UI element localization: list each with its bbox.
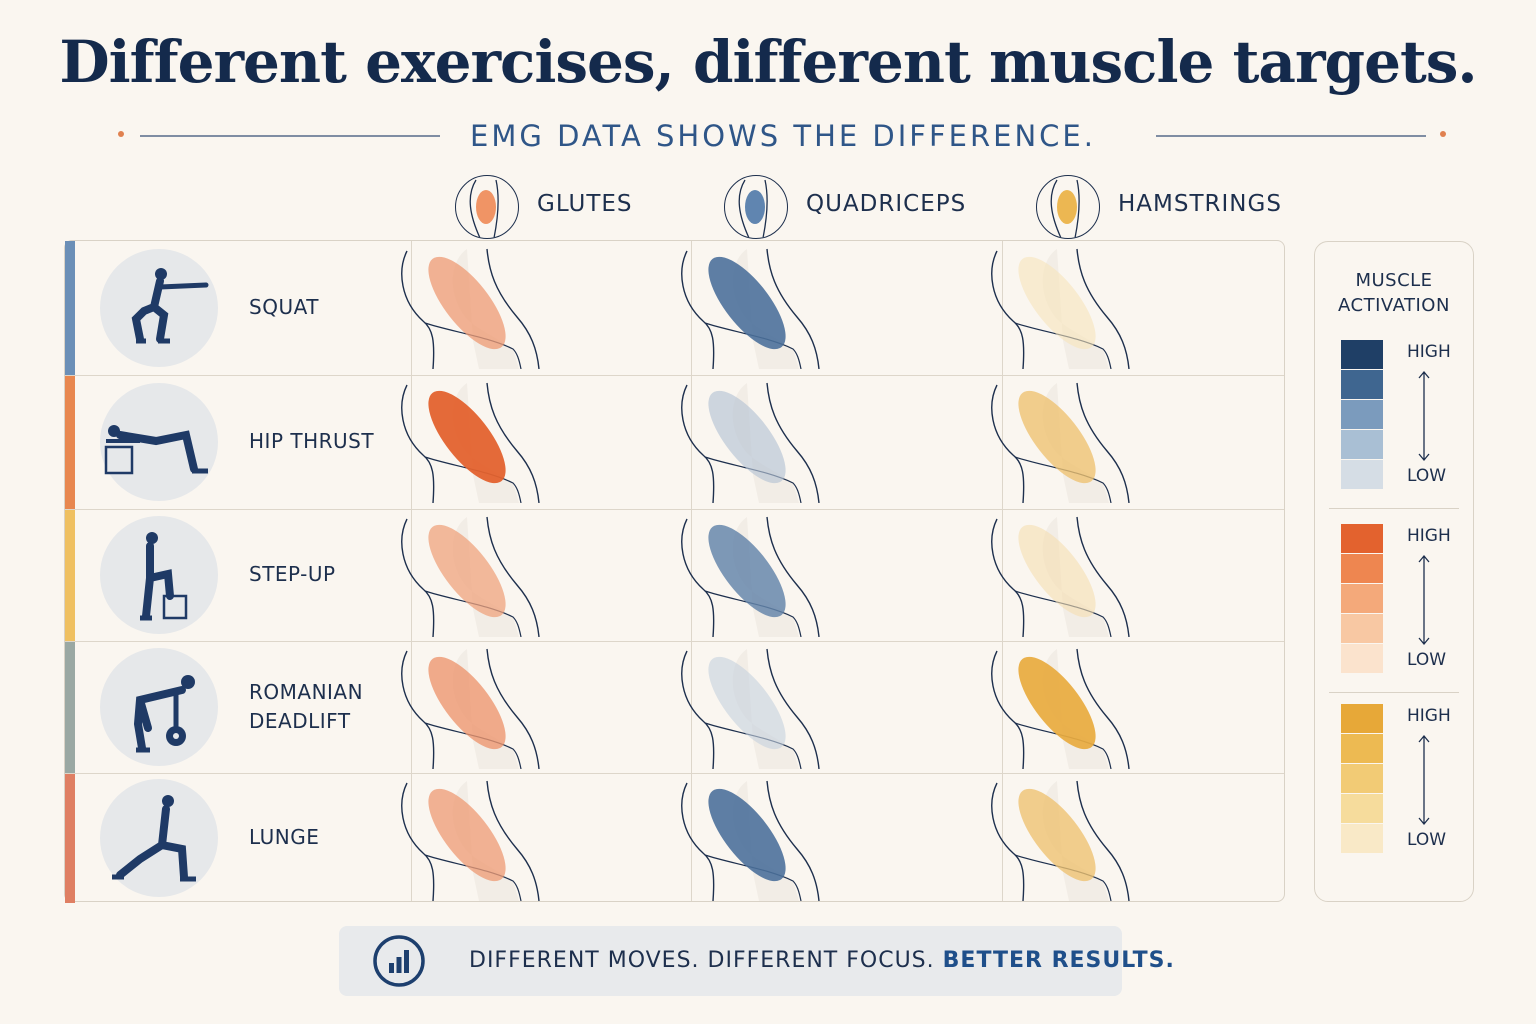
bar-chart-icon (373, 935, 425, 987)
legend-divider (1329, 508, 1459, 509)
legend-swatch (1341, 524, 1383, 553)
quadriceps-activation-cell (681, 248, 820, 369)
legend-scale: HIGH LOW (1315, 704, 1473, 856)
legend-low-label: LOW (1407, 466, 1447, 486)
glutes-activation-cell (401, 648, 540, 769)
legend-swatch (1341, 764, 1383, 793)
legend-high-label: HIGH (1407, 526, 1451, 546)
page-title: Different exercises, different muscle ta… (59, 28, 1477, 96)
grid-divider (65, 375, 1284, 376)
grid-divider (411, 241, 412, 901)
column-header-label: HAMSTRINGS (1118, 191, 1282, 217)
legend-swatch (1341, 370, 1383, 399)
row-accent-bar (65, 509, 75, 641)
divider-dot (118, 131, 124, 137)
hip-thrust-figure-icon (100, 383, 218, 501)
grid-divider (65, 773, 1284, 774)
legend-swatch (1341, 824, 1383, 853)
exercise-grid: SQUAT HIP THRUST STEP-UP ROMANIAN DEADLIFT L… (64, 240, 1286, 903)
column-header-label: GLUTES (537, 191, 633, 217)
hamstrings-activation-cell (991, 248, 1130, 369)
exercise-row: ROMANIAN DEADLIFT (65, 641, 1286, 773)
legend-swatch (1341, 554, 1383, 583)
legend-swatch (1341, 584, 1383, 613)
double-arrow-icon (1418, 734, 1430, 826)
double-arrow-icon (1418, 370, 1430, 462)
legend-high-label: HIGH (1407, 342, 1451, 362)
legend-swatch (1341, 340, 1383, 369)
legend-swatch (1341, 734, 1383, 763)
footer-text: DIFFERENT MOVES. DIFFERENT FOCUS. BETTER… (469, 926, 1175, 996)
legend-title-line1: MUSCLE (1355, 270, 1433, 291)
hamstrings-icon (1036, 175, 1100, 239)
row-accent-bar (65, 241, 75, 375)
legend-low-label: LOW (1407, 650, 1447, 670)
exercise-label: LUNGE (249, 825, 320, 849)
step-up-figure-icon (100, 516, 218, 634)
grid-divider (65, 509, 1284, 510)
legend-low-label: LOW (1407, 830, 1447, 850)
legend-divider (1329, 692, 1459, 693)
exercise-row: HIP THRUST (65, 375, 1286, 509)
glutes-activation-cell (401, 382, 540, 503)
glutes-activation-cell (401, 516, 540, 637)
row-accent-bar (65, 375, 75, 509)
divider-line (140, 135, 440, 137)
squat-figure-icon (100, 249, 218, 367)
romanian-deadlift-figure-icon (100, 648, 218, 766)
exercise-row: LUNGE (65, 773, 1286, 903)
hamstrings-activation-cell (991, 516, 1130, 637)
glutes-activation-cell (401, 780, 540, 901)
exercise-label: ROMANIAN DEADLIFT (249, 680, 364, 733)
exercise-label: STEP-UP (249, 562, 336, 586)
exercise-row: STEP-UP (65, 509, 1286, 641)
quadriceps-activation-cell (681, 516, 820, 637)
grid-divider (65, 641, 1284, 642)
divider-dot (1440, 131, 1446, 137)
hamstrings-activation-cell (991, 382, 1130, 503)
subtitle-row: EMG DATA SHOWS THE DIFFERENCE. (118, 116, 1448, 156)
legend-swatch (1341, 460, 1383, 489)
quadriceps-icon (724, 175, 788, 239)
glutes-activation-cell (401, 248, 540, 369)
exercise-row: SQUAT (65, 241, 1286, 375)
subtitle: EMG DATA SHOWS THE DIFFERENCE. (470, 119, 1096, 153)
legend-scale: HIGH LOW (1315, 524, 1473, 676)
legend-swatch (1341, 430, 1383, 459)
footer-text-normal: DIFFERENT MOVES. DIFFERENT FOCUS. (469, 948, 935, 973)
exercise-label: HIP THRUST (249, 429, 375, 453)
legend-title-line2: ACTIVATION (1338, 295, 1450, 316)
quadriceps-activation-cell (681, 780, 820, 901)
legend-swatch (1341, 400, 1383, 429)
lunge-figure-icon (100, 779, 218, 897)
hamstrings-activation-cell (991, 780, 1130, 901)
row-accent-bar (65, 773, 75, 903)
quadriceps-activation-cell (681, 648, 820, 769)
footer-text-bold: BETTER RESULTS. (942, 948, 1175, 973)
glutes-icon (455, 175, 519, 239)
legend-scale: HIGH LOW (1315, 340, 1473, 492)
quadriceps-activation-cell (681, 382, 820, 503)
hamstrings-activation-cell (991, 648, 1130, 769)
footer-banner: DIFFERENT MOVES. DIFFERENT FOCUS. BETTER… (339, 926, 1174, 996)
column-header-label: QUADRICEPS (806, 191, 967, 217)
legend-swatch (1341, 614, 1383, 643)
row-accent-bar (65, 641, 75, 773)
double-arrow-icon (1418, 554, 1430, 646)
divider-line (1156, 135, 1426, 137)
legend-high-label: HIGH (1407, 706, 1451, 726)
grid-divider (1002, 241, 1003, 901)
legend-swatch (1341, 644, 1383, 673)
legend-title: MUSCLE ACTIVATION (1315, 268, 1473, 318)
legend-swatch (1341, 794, 1383, 823)
legend-swatch (1341, 704, 1383, 733)
exercise-label: SQUAT (249, 295, 319, 319)
activation-legend: MUSCLE ACTIVATION HIGH LOW HIGH LOW HIGH LOW (1314, 241, 1474, 902)
grid-divider (691, 241, 692, 901)
